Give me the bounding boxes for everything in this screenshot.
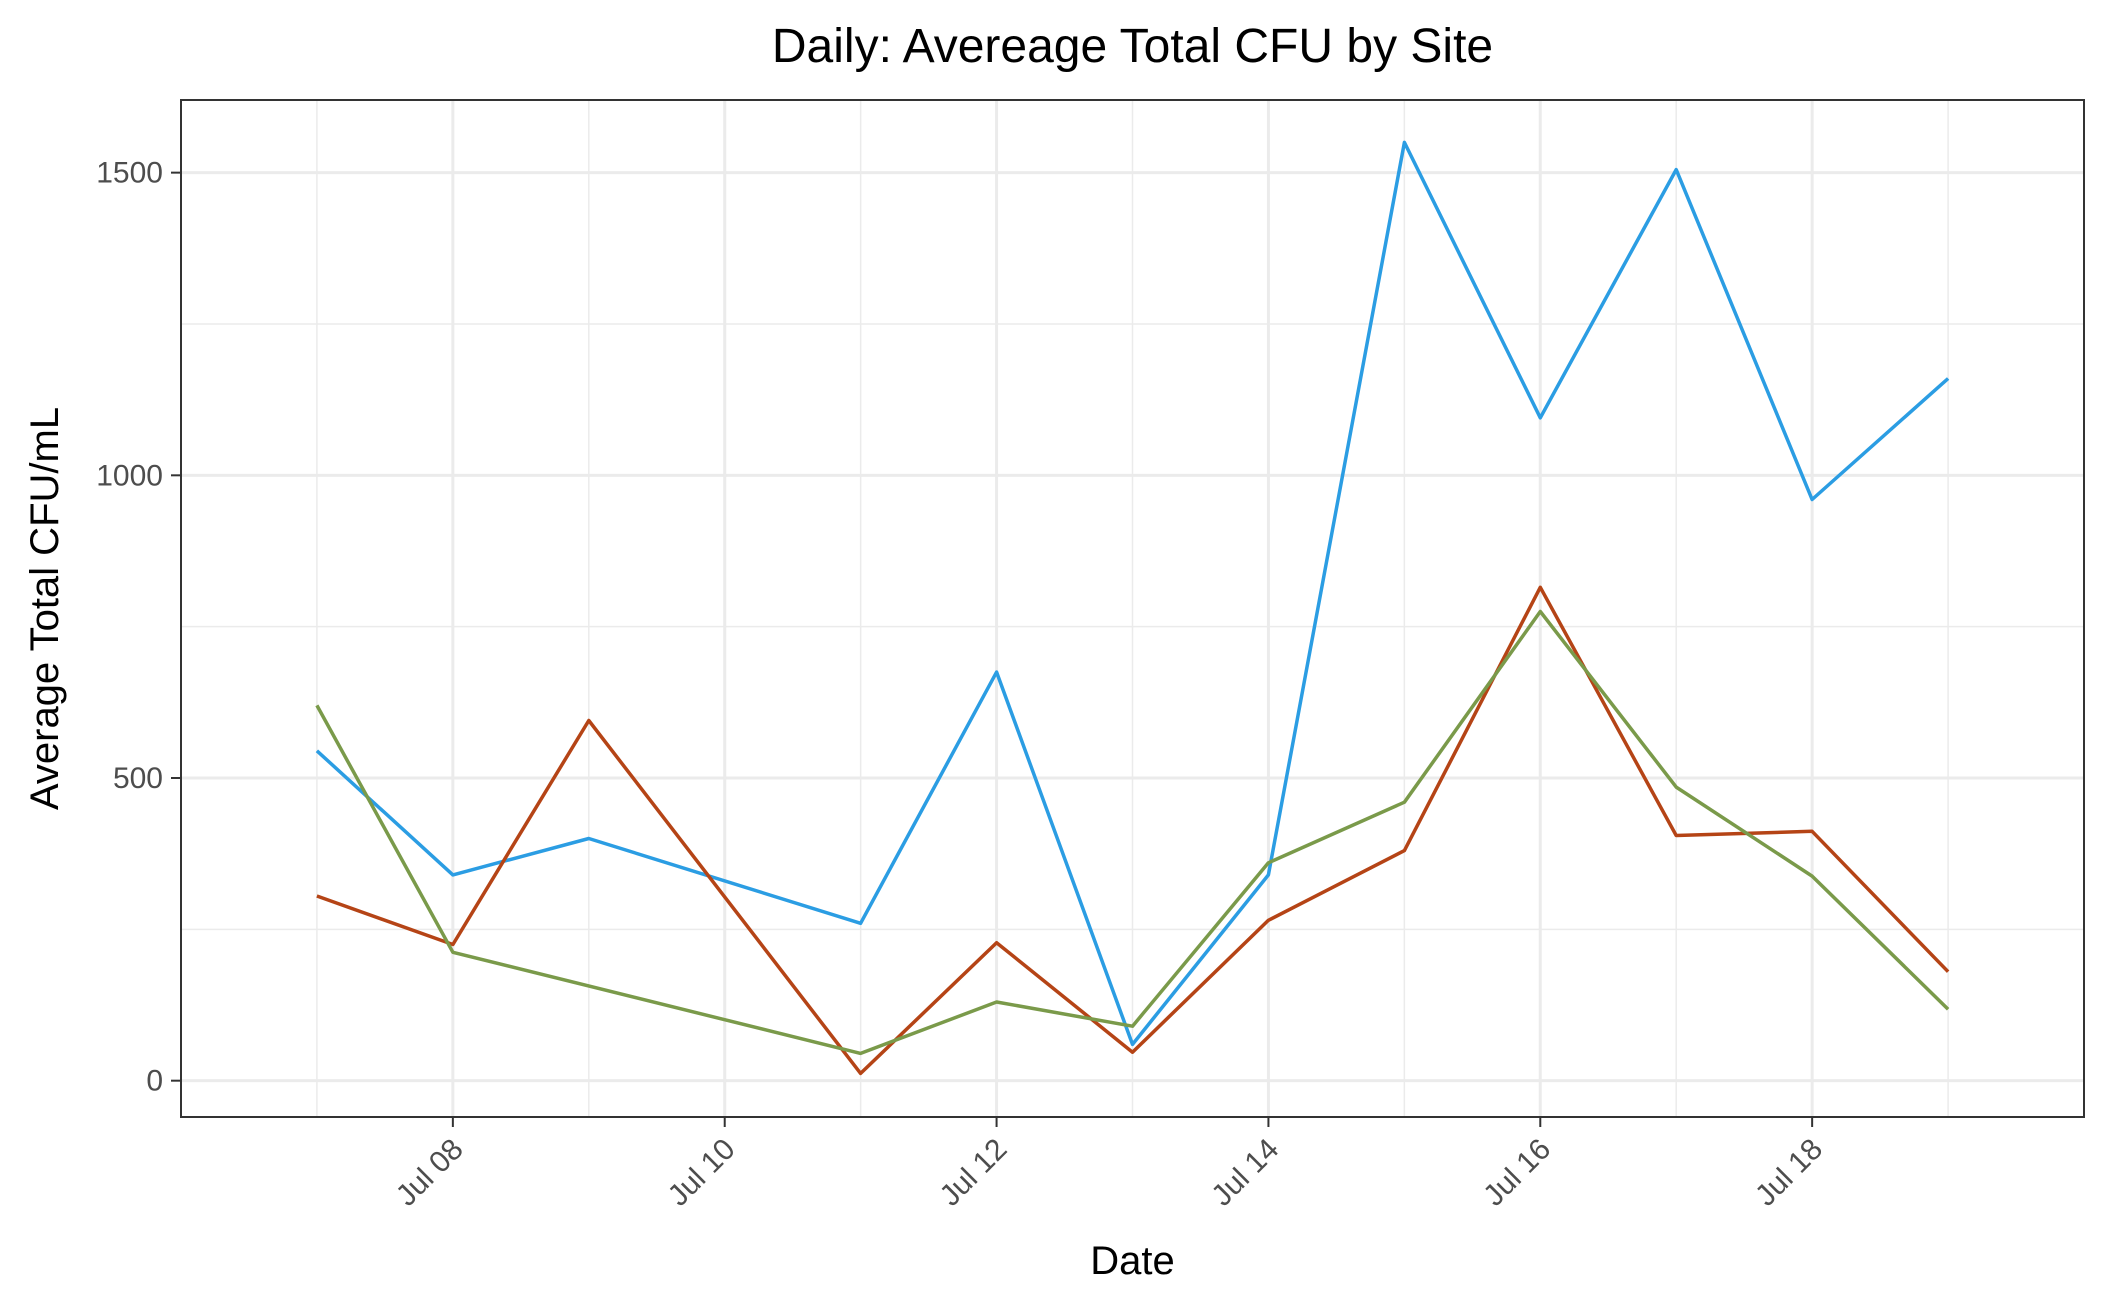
y-tick-label: 1000	[96, 459, 163, 492]
chart-title: Daily: Avereage Total CFU by Site	[772, 20, 1493, 73]
y-tick-label: 0	[146, 1065, 163, 1098]
y-tick-label: 500	[113, 762, 163, 795]
grid	[181, 100, 2084, 1117]
series-line-3	[315, 609, 1950, 1056]
series-line-2	[316, 585, 1950, 1076]
x-axis-title: Date	[1090, 1239, 1175, 1283]
panel-border	[180, 99, 2085, 1118]
y-axis-title: Average Total CFU/mL	[23, 407, 67, 810]
series-line-1	[315, 140, 1950, 1047]
series-lines	[315, 140, 1950, 1076]
y-tick-label: 1500	[96, 157, 163, 190]
